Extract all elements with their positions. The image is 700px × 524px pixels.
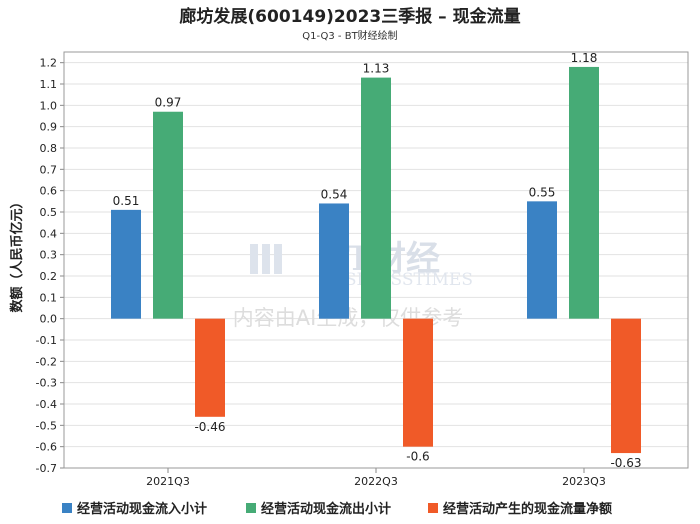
y-tick-label: 1.0 xyxy=(40,99,58,112)
data-label: -0.6 xyxy=(406,450,429,464)
x-tick-label: 2023Q3 xyxy=(562,475,606,488)
bar xyxy=(319,203,349,319)
data-label: 0.97 xyxy=(155,96,182,110)
data-label: 1.13 xyxy=(363,62,390,76)
bar xyxy=(611,318,641,454)
watermark-brand-sub: BUSINESSTIMES xyxy=(318,270,473,290)
watermark: BT财经 BUSINESSTIMES 内容由AI生成，仅供参考 xyxy=(233,239,473,330)
x-tick-label: 2022Q3 xyxy=(354,475,398,488)
bar xyxy=(195,318,225,417)
y-tick-label: 0.2 xyxy=(40,270,58,283)
bar xyxy=(527,201,557,319)
y-tick-label: 0.9 xyxy=(40,121,58,134)
bar xyxy=(403,318,433,447)
legend-label: 经营活动现金流出小计 xyxy=(261,501,391,517)
legend-swatch xyxy=(62,503,72,513)
y-tick-label: 0.6 xyxy=(40,185,58,198)
plot-frame xyxy=(63,51,689,469)
y-tick-label: -0.7 xyxy=(36,462,57,475)
legend-label: 经营活动产生的现金流量净额 xyxy=(443,501,612,517)
y-axis-label: 数额（人民币亿元） xyxy=(9,195,25,312)
y-tick-label: 1.1 xyxy=(40,78,58,91)
x-axis: 2021Q3 2022Q3 2023Q3 xyxy=(146,468,606,488)
y-tick-label: 0.5 xyxy=(40,206,58,219)
chart-subtitle: Q1-Q3 - BT财经绘制 xyxy=(302,29,397,42)
data-label: 1.18 xyxy=(571,51,598,65)
y-tick-label: 0.4 xyxy=(40,227,58,240)
y-tick-label: -0.4 xyxy=(36,398,57,411)
data-label: 0.55 xyxy=(529,185,556,199)
y-tick-label: 0.8 xyxy=(40,142,58,155)
watermark-logo-icon xyxy=(250,244,282,274)
legend-label: 经营活动现金流入小计 xyxy=(77,501,207,517)
y-tick-label: -0.3 xyxy=(36,377,57,390)
legend: 经营活动现金流入小计 经营活动现金流出小计 经营活动产生的现金流量净额 xyxy=(62,501,612,517)
y-tick-label: 0.0 xyxy=(40,313,58,326)
legend-swatch xyxy=(246,503,256,513)
legend-swatch xyxy=(428,503,438,513)
y-tick-label: -0.5 xyxy=(36,419,57,432)
y-tick-label: -0.6 xyxy=(36,441,57,454)
bar xyxy=(153,111,183,319)
bars: 0.51 0.97 -0.46 0.54 1.13 -0.6 0.55 1.18 -0.63 xyxy=(111,51,642,470)
bar xyxy=(569,66,599,319)
data-label: 0.51 xyxy=(113,194,140,208)
y-axis: 1.2 1.1 1.0 0.9 0.8 0.7 0.6 0.5 0.4 0.3 0.2 0.1 0.0 -… xyxy=(36,57,64,475)
bar xyxy=(361,77,391,319)
y-tick-label: -0.2 xyxy=(36,355,57,368)
x-tick-label: 2021Q3 xyxy=(146,475,190,488)
y-tick-label: 0.1 xyxy=(40,291,58,304)
y-tick-label: 1.2 xyxy=(40,57,58,70)
y-tick-label: 0.3 xyxy=(40,249,58,262)
data-label: -0.46 xyxy=(194,420,225,434)
data-label: -0.63 xyxy=(610,456,641,470)
bar xyxy=(111,209,141,319)
y-tick-label: -0.1 xyxy=(36,334,57,347)
data-label: 0.54 xyxy=(321,187,348,201)
y-tick-label: 0.7 xyxy=(40,163,58,176)
chart-title: 廊坊发展(600149)2023三季报 – 现金流量 xyxy=(179,6,520,27)
